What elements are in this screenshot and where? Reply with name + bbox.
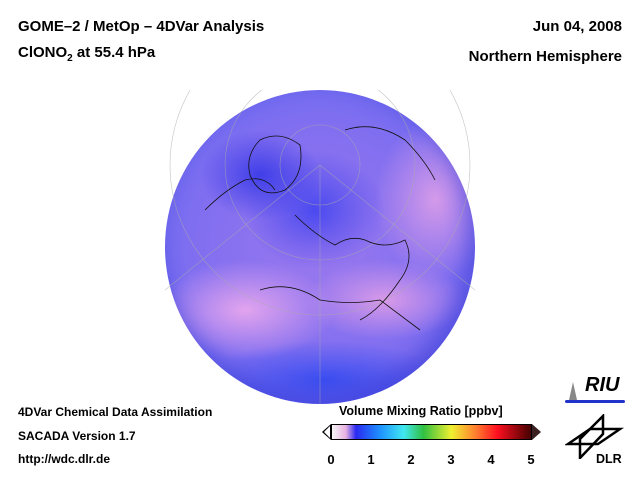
colorbar-tick: 3 xyxy=(447,452,455,467)
date: Jun 04, 2008 xyxy=(532,18,622,35)
level: at 55.4 hPa xyxy=(72,44,156,61)
colorbar-tick: 4 xyxy=(487,452,495,467)
title: GOME–2 / MetOp – 4DVar Analysis xyxy=(18,18,265,35)
colorbar-tick: 5 xyxy=(527,452,535,467)
species-subscript: 2 xyxy=(67,53,73,64)
footer-line1: 4DVar Chemical Data Assimilation xyxy=(18,405,213,419)
species-level: ClONO2 at 55.4 hPa xyxy=(18,44,155,64)
riu-text: RIU xyxy=(585,374,620,396)
colorbar xyxy=(331,424,532,440)
region: Northern Hemisphere xyxy=(468,48,622,65)
riu-logo: RIU xyxy=(565,374,625,404)
footer-line2: SACADA Version 1.7 xyxy=(18,429,136,443)
colorbar-tick: 1 xyxy=(367,452,375,467)
colorbar-tick: 0 xyxy=(327,452,335,467)
colorbar-max-arrow xyxy=(532,424,541,440)
footer-url[interactable]: http://wdc.dlr.de xyxy=(18,452,110,466)
globe-map xyxy=(165,90,475,404)
colorbar-tick: 2 xyxy=(407,452,415,467)
species: ClONO xyxy=(18,44,68,61)
coastlines xyxy=(165,90,475,404)
dlr-logo-icon xyxy=(565,414,625,459)
colorbar-min-arrow xyxy=(322,424,331,440)
colorbar-label: Volume Mixing Ratio [ppbv] xyxy=(339,404,503,418)
dlr-text: DLR xyxy=(596,452,622,466)
